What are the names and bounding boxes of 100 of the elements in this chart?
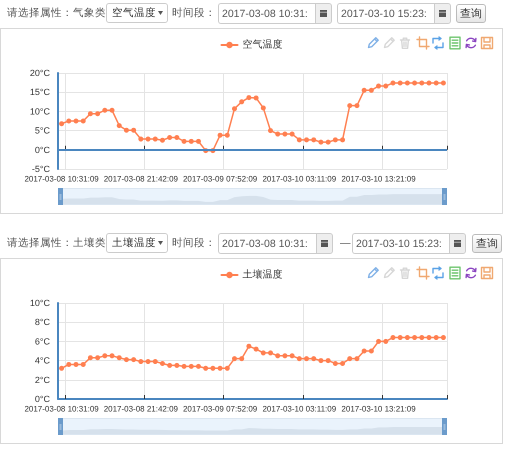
point [246,344,252,349]
point [59,121,64,126]
y-tick-label: 0°C [34,394,50,404]
point [188,138,194,144]
point [282,353,288,358]
point [254,346,259,352]
point [318,140,324,145]
text: 时间段： [172,6,216,21]
y-tick-label: 2°C [34,374,50,385]
text: 时间段： [172,236,216,251]
point [383,84,388,89]
point [398,335,403,340]
point [88,111,93,116]
point [232,356,237,362]
legend-label: 空气温度 [242,38,282,50]
y-tick-label: 8°C [34,317,50,328]
point [218,132,223,138]
text: 2017-03-10 15:23: [337,3,434,24]
point [182,364,187,369]
point [224,366,230,371]
point [116,123,122,128]
point [102,353,108,358]
point [311,356,316,362]
point [124,128,129,133]
point [95,111,100,116]
point [131,357,136,362]
point [88,355,93,360]
point [160,138,165,143]
point [80,362,86,367]
point [188,364,194,369]
point [131,128,136,133]
point [239,356,244,362]
x-tick-label: 2017-03-10 13:21:09 [341,174,416,184]
text: 2017-03-08 10:31: [218,3,315,24]
point [110,108,115,113]
point [326,358,331,364]
point [239,99,244,104]
point [210,366,216,371]
text: 查询 [456,4,486,23]
point [167,362,172,368]
point [332,360,338,366]
point [275,132,280,137]
point [318,358,324,364]
point [296,356,302,362]
point [412,335,418,340]
point [419,335,424,340]
y-tick-label: 0°C [34,144,50,155]
point [160,360,165,366]
text: 请选择属性：土壤类 [7,236,106,251]
x-tick-label: 2017-03-08 10:31:09 [24,404,100,414]
point [340,137,346,142]
point [167,135,172,140]
point [426,80,432,86]
text: 查询 [472,234,502,253]
point [440,335,446,340]
point [368,348,374,354]
point [74,362,79,367]
point [196,364,201,369]
point [152,136,158,142]
point [124,357,129,362]
x-tick-label: 2017-03-10 03:11:09 [262,404,337,414]
point [376,338,382,344]
text: 2017-03-10 15:23: [352,233,449,254]
y-tick-label: 10°C [30,106,50,116]
y-tick-label: 20°C [30,68,50,78]
text: 请选择属性：气象类 [7,6,106,21]
point [354,103,360,108]
point [326,140,331,145]
point [362,88,367,93]
point [340,360,346,366]
point [282,132,288,137]
point [362,348,367,354]
x-tick-label: 2017-03-10 03:11:09 [262,174,337,184]
point [304,356,310,362]
point [398,80,403,86]
point [116,355,122,360]
point [332,137,338,142]
text: 2017-03-08 10:31: [218,233,316,254]
point [404,80,410,86]
point [74,118,79,124]
point [110,353,115,358]
point [146,359,151,364]
point [347,356,352,362]
point [426,335,432,340]
y-tick-label: 15°C [30,87,50,98]
y-tick-label: 6°C [34,336,50,346]
point [102,108,108,113]
point [390,80,396,86]
point [66,362,72,367]
point [152,359,158,364]
point [296,137,302,142]
point [260,350,266,356]
point [304,137,310,142]
point [218,366,223,371]
y-tick-label: 5°C [34,126,50,136]
point [347,103,352,108]
x-tick-label: 2017-03-09 07:52:09 [182,404,258,414]
x-tick-label: 2017-03-08 21:42:09 [104,174,179,184]
point [182,138,187,144]
point [390,335,396,340]
